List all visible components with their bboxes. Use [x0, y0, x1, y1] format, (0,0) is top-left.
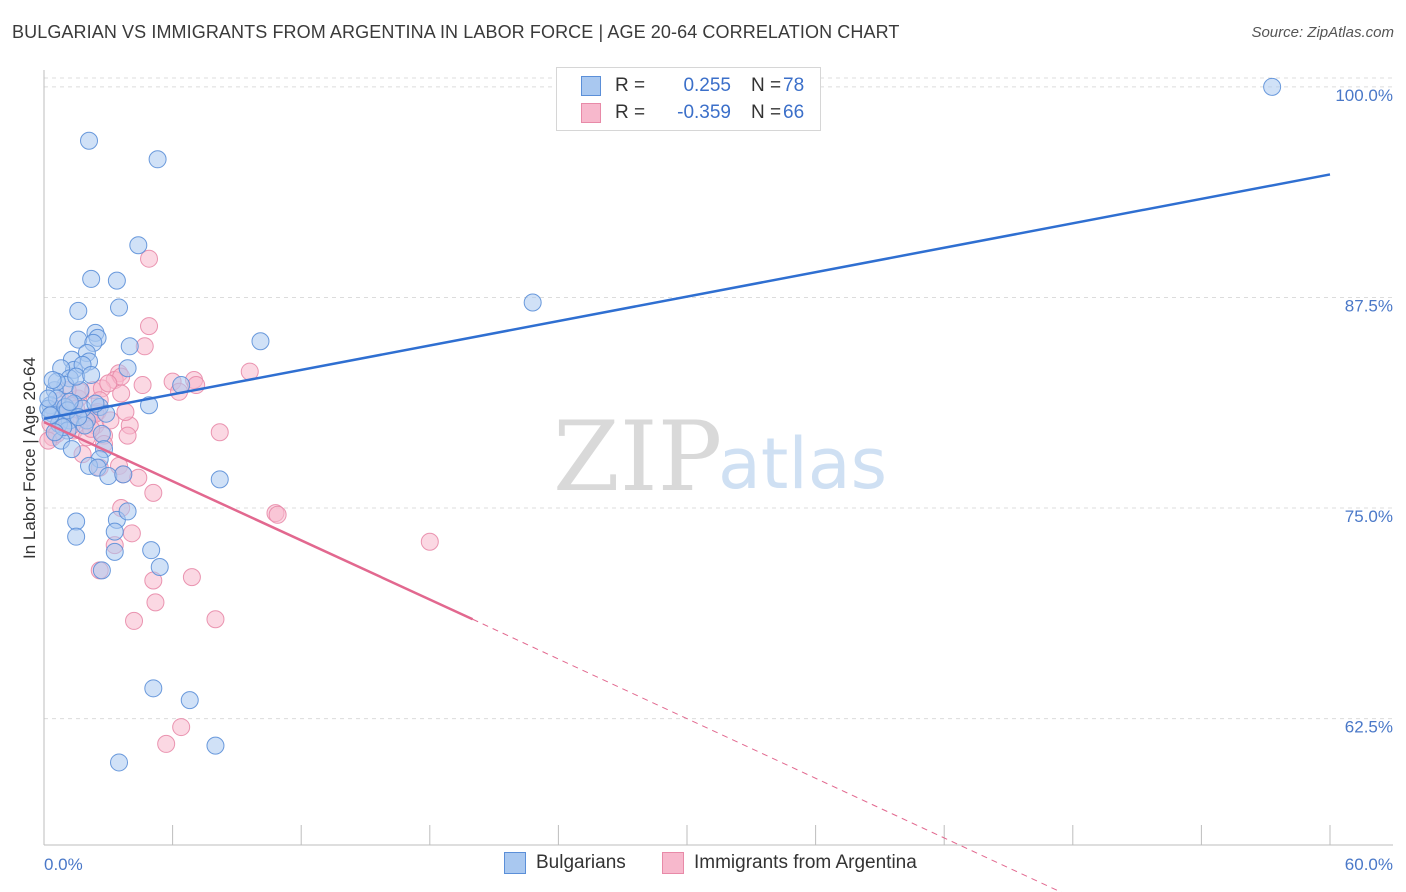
- r-value: -0.359: [677, 102, 731, 123]
- n-value: 78: [783, 75, 805, 96]
- point-bulgarian: [110, 298, 129, 317]
- point-bulgarian: [92, 561, 111, 580]
- point-bulgarian: [129, 236, 148, 255]
- point-bulgarian: [67, 367, 86, 386]
- point-bulgarian: [67, 512, 86, 531]
- series-legend: Bulgarians Immigrants from Argentina: [0, 852, 1406, 878]
- point-bulgarian: [105, 522, 124, 541]
- point-bulgarian: [206, 736, 225, 755]
- point-bulgarian: [82, 365, 101, 384]
- point-argentina: [125, 611, 144, 630]
- point-bulgarian: [60, 392, 79, 411]
- point-bulgarian: [43, 371, 62, 389]
- point-argentina: [140, 317, 159, 336]
- point-bulgarian: [210, 470, 229, 489]
- legend-swatch-blue: [504, 852, 526, 874]
- point-argentina: [135, 337, 154, 356]
- point-bulgarian: [251, 332, 270, 351]
- watermark: ZIP atlas: [553, 401, 887, 513]
- legend-label-argentina: Immigrants from Argentina: [694, 852, 917, 873]
- y-tick-label: 62.5%: [1345, 718, 1393, 737]
- series-bulgarians-points: [39, 77, 1282, 772]
- point-bulgarian: [39, 389, 58, 408]
- point-argentina: [268, 505, 287, 524]
- legend-item-bulgarians: Bulgarians: [504, 852, 626, 874]
- point-bulgarian: [105, 542, 124, 561]
- x-tick-max: 60.0%: [1345, 855, 1393, 874]
- trend-lines: [43, 173, 1331, 892]
- point-bulgarian: [69, 301, 88, 320]
- point-bulgarian: [1263, 77, 1282, 96]
- watermark-atlas: atlas: [718, 423, 887, 505]
- point-argentina: [420, 532, 439, 551]
- y-tick-labels: 62.5% 75.0% 87.5% 100.0%: [1335, 86, 1393, 737]
- point-argentina: [112, 384, 131, 403]
- point-argentina: [206, 610, 225, 629]
- r-label: R =: [615, 75, 646, 96]
- grid-lines: [44, 77, 1393, 720]
- legend-item-argentina: Immigrants from Argentina: [662, 852, 917, 874]
- point-bulgarian: [99, 467, 118, 486]
- y-tick-label: 87.5%: [1345, 296, 1393, 315]
- point-argentina: [210, 423, 229, 442]
- legend-swatch-blue: [581, 76, 601, 96]
- trendline-argentina: [43, 420, 474, 621]
- r-value: 0.255: [683, 75, 731, 96]
- point-argentina: [122, 524, 141, 543]
- point-argentina: [140, 249, 159, 268]
- point-bulgarian: [67, 527, 86, 546]
- point-bulgarian: [150, 558, 169, 577]
- point-argentina: [144, 483, 163, 502]
- legend-swatch-pink: [662, 852, 684, 874]
- point-argentina: [116, 403, 135, 422]
- trendline-bulgarians: [43, 173, 1331, 420]
- point-bulgarian: [110, 753, 129, 772]
- watermark-zip: ZIP: [553, 401, 722, 513]
- point-bulgarian: [120, 337, 139, 356]
- stats-legend: R = 0.255 N = 78 R = -0.359 N = 66: [556, 67, 821, 131]
- point-argentina: [133, 376, 152, 395]
- point-bulgarian: [62, 440, 81, 459]
- point-bulgarian: [118, 359, 137, 378]
- point-bulgarian: [142, 541, 161, 560]
- n-value: 66: [783, 102, 805, 123]
- legend-label-bulgarians: Bulgarians: [536, 852, 626, 873]
- point-argentina: [146, 593, 165, 612]
- point-bulgarian: [80, 131, 99, 150]
- legend-row-argentina: R = -0.359 N = 66: [581, 100, 804, 126]
- point-argentina: [157, 734, 176, 753]
- y-tick-label: 75.0%: [1345, 507, 1393, 526]
- chart-title: BULGARIAN VS IMMIGRANTS FROM ARGENTINA I…: [12, 22, 900, 42]
- point-bulgarian: [523, 293, 542, 312]
- point-bulgarian: [114, 465, 133, 484]
- point-argentina: [118, 426, 137, 445]
- point-bulgarian: [118, 502, 137, 521]
- point-bulgarian: [148, 150, 167, 169]
- y-axis-label: In Labor Force | Age 20-64: [20, 357, 39, 559]
- x-tick-min: 0.0%: [44, 855, 83, 874]
- point-argentina: [182, 568, 201, 587]
- axes: [43, 70, 1393, 846]
- point-bulgarian: [82, 269, 101, 288]
- trendline-argentina-extension: [472, 618, 1062, 892]
- point-bulgarian: [140, 396, 159, 415]
- point-argentina: [129, 468, 148, 487]
- point-argentina: [172, 718, 191, 737]
- y-tick-label: 100.0%: [1335, 86, 1393, 105]
- r-label: R =: [615, 102, 646, 123]
- source-label: Source: ZipAtlas.com: [1251, 24, 1394, 41]
- point-bulgarian: [144, 679, 163, 698]
- point-argentina: [99, 374, 118, 393]
- point-bulgarian: [92, 424, 111, 443]
- legend-swatch-pink: [581, 103, 601, 123]
- point-bulgarian: [180, 691, 199, 710]
- n-label: N =: [751, 75, 782, 96]
- n-label: N =: [751, 102, 782, 123]
- legend-row-bulgarians: R = 0.255 N = 78: [581, 73, 804, 99]
- point-bulgarian: [107, 271, 126, 290]
